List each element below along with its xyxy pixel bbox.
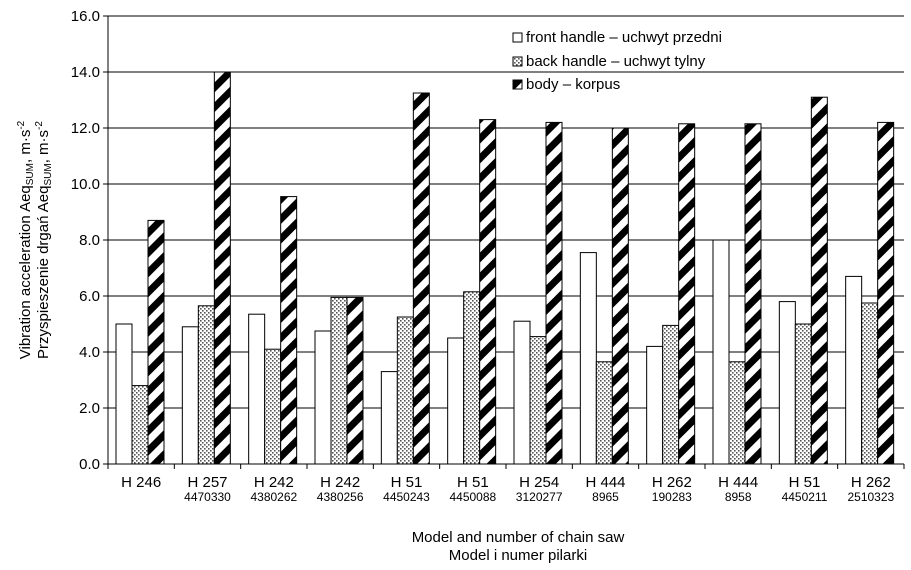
x-tick-label-model: H 242 [320,474,360,491]
legend-label-front: front handle – uchwyt przedni [526,29,722,46]
bar-dots [197,305,215,465]
legend-swatch-front [512,32,523,43]
bar-dots [861,302,879,465]
bar-white [248,313,266,465]
x-tick-label-model: H 51 [457,474,489,491]
bar-white [845,275,863,465]
y-tick-label: 6.0 [79,288,100,305]
x-tick-label-model: H 242 [254,474,294,491]
bar-diagonal [147,219,165,465]
bar-dots [662,324,680,465]
bar-white [380,371,398,465]
bar-white [314,330,332,465]
x-tick-label-number: 4380256 [317,490,364,504]
x-axis-title-line1: Model and number of chain saw [412,529,625,546]
legend-label-back: back handle – uchwyt tylny [526,53,706,70]
x-tick-label-number: 4450088 [449,490,496,504]
y-ticks: 0.0 2.0 4.0 6.0 8.0 10.0 12.0 14.0 16.0 [71,8,108,473]
bar-dots [396,316,414,465]
x-tick-label-number: 8958 [725,490,752,504]
bar-dots [595,361,613,465]
bar-diagonal [810,96,828,465]
y-tick-label: 16.0 [71,8,100,25]
bar-dots [264,348,282,465]
bar-diagonal [213,71,231,465]
bar-diagonal [479,119,497,465]
bar-diagonal [412,92,430,465]
bar-white [181,326,199,465]
y-axis-title-line1: Vibration acceleration AeqSUM, m·s-2 [16,120,36,359]
bar-white [513,320,531,465]
x-tick-label-model: H 254 [519,474,559,491]
x-tick-label-number: 3120277 [516,490,563,504]
x-tick-label-model: H 262 [851,474,891,491]
bar-diagonal [877,121,895,465]
x-tick-label-model: H 51 [391,474,423,491]
bar-white [646,345,664,465]
bar-white [115,323,133,465]
x-tick-label-number: 8965 [592,490,619,504]
x-axis-title-line2: Model i numer pilarki [449,547,587,564]
x-tick-label-model: H 51 [789,474,821,491]
bar-diagonal [744,123,762,465]
y-tick-label: 0.0 [79,456,100,473]
x-tick-label-model: H 444 [718,474,758,491]
y-tick-label: 8.0 [79,232,100,249]
bar-diagonal [346,296,364,465]
x-tick-label-number: 4450211 [782,490,828,504]
bar-dots [330,296,348,465]
x-tick-label-number: 4380262 [250,490,297,504]
bar-diagonal [280,196,298,465]
y-axis-title-line2: Przyspieszenie drgań AeqSUM, m·s-2 [34,121,54,359]
y-tick-label: 10.0 [71,176,100,193]
bar-white [778,301,796,465]
x-tick-label-number: 2510323 [847,490,894,504]
x-tick-label-number: 4450243 [383,490,430,504]
bar-diagonal [611,127,629,465]
bar-dots [794,323,812,465]
bar-dots [463,291,481,465]
x-tick-label-number: 4470330 [184,490,231,504]
bar-diagonal [545,121,563,465]
bar-dots [728,361,746,465]
x-tick-label-model: H 262 [652,474,692,491]
x-tick-label-model: H 444 [585,474,625,491]
bar-white [579,252,597,465]
legend-label-body: body – korpus [526,76,620,93]
bar-dots [131,385,149,465]
x-tick-label-model: H 257 [187,474,227,491]
x-tick-label-number: 190283 [652,490,692,504]
y-tick-label: 4.0 [79,344,100,361]
x-tick-label-model: H 246 [121,474,161,491]
legend: front handle – uchwyt przedni back handl… [512,29,722,93]
y-tick-label: 14.0 [71,64,100,81]
bar-dots [529,336,547,465]
legend-swatch-body [512,79,523,90]
bar-diagonal [678,123,696,465]
y-tick-label: 2.0 [79,400,100,417]
bars [115,71,895,465]
bar-white [712,239,730,465]
legend-swatch-back [512,56,523,67]
y-tick-label: 12.0 [71,120,100,137]
bar-white [447,337,465,465]
gridlines [108,15,904,409]
